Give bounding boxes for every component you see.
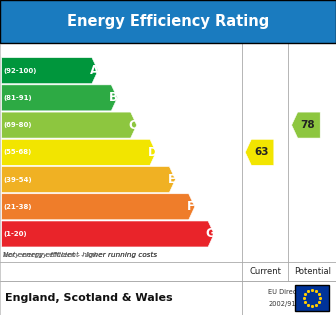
Polygon shape: [2, 221, 214, 247]
Text: (39-54): (39-54): [3, 176, 32, 182]
Text: G: G: [206, 227, 215, 240]
Text: 78: 78: [300, 120, 315, 130]
Text: Not energy efficient - higher running costs: Not energy efficient - higher running co…: [3, 251, 157, 258]
Text: (69-80): (69-80): [3, 122, 32, 128]
Text: Current: Current: [249, 267, 281, 276]
Polygon shape: [2, 112, 137, 138]
Text: F: F: [187, 200, 195, 213]
Text: E: E: [168, 173, 176, 186]
FancyBboxPatch shape: [0, 43, 336, 281]
Text: Energy Efficiency Rating: Energy Efficiency Rating: [67, 14, 269, 29]
Text: (1-20): (1-20): [3, 231, 27, 237]
Text: (92-100): (92-100): [3, 68, 37, 74]
Text: (81-91): (81-91): [3, 95, 32, 101]
FancyBboxPatch shape: [0, 0, 336, 43]
Text: B: B: [109, 91, 118, 104]
Polygon shape: [2, 139, 156, 165]
Polygon shape: [2, 58, 98, 83]
Polygon shape: [2, 167, 175, 192]
Text: (21-38): (21-38): [3, 204, 32, 210]
Text: Potential: Potential: [294, 267, 331, 276]
Text: 2002/91/EC: 2002/91/EC: [268, 301, 307, 307]
Text: A: A: [90, 64, 99, 77]
Polygon shape: [292, 112, 320, 138]
Text: C: C: [129, 118, 137, 132]
FancyBboxPatch shape: [0, 281, 336, 315]
Text: 63: 63: [254, 147, 268, 157]
Text: Very energy efficient - lower running costs: Very energy efficient - lower running co…: [3, 251, 158, 258]
Text: EU Directive: EU Directive: [268, 289, 309, 295]
FancyBboxPatch shape: [295, 285, 329, 311]
Text: England, Scotland & Wales: England, Scotland & Wales: [5, 293, 173, 303]
Text: (55-68): (55-68): [3, 149, 32, 155]
Polygon shape: [2, 85, 117, 111]
Text: D: D: [148, 146, 157, 159]
Polygon shape: [2, 194, 195, 220]
Polygon shape: [245, 139, 274, 165]
